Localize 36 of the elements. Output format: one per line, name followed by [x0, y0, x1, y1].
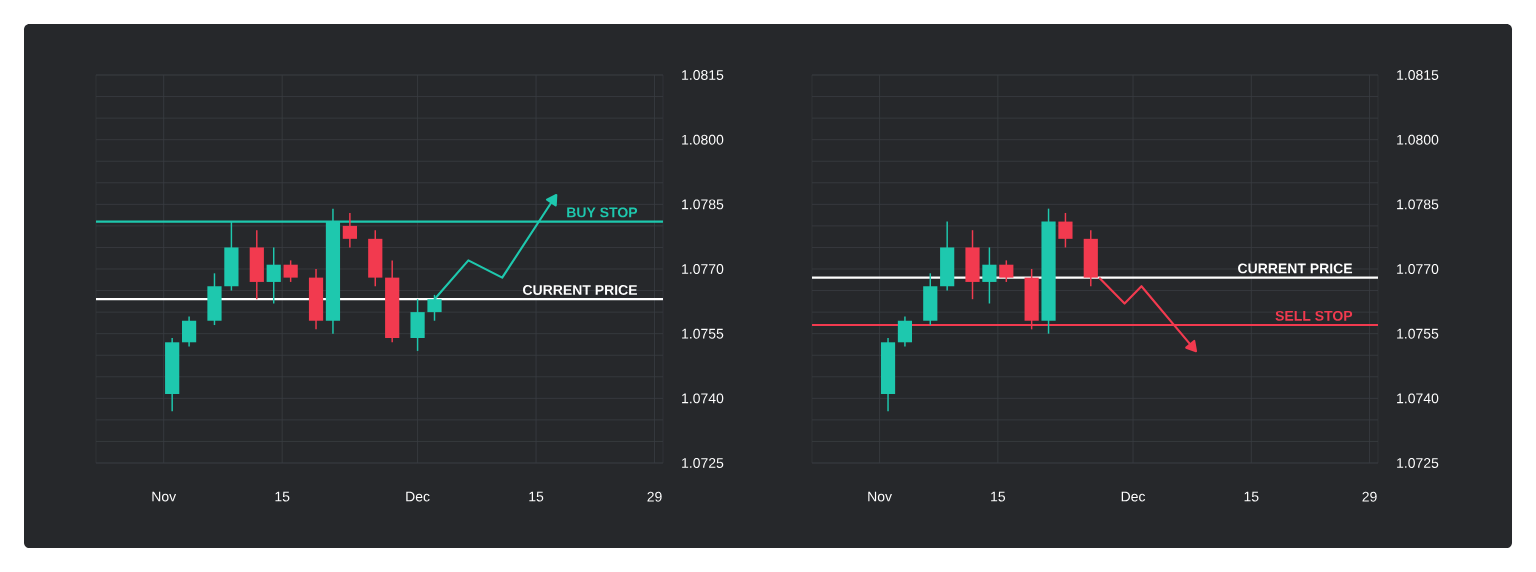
candlestick — [342, 212, 357, 249]
candlestick — [982, 246, 997, 305]
x-tick-label: Dec — [1121, 491, 1146, 502]
y-tick-label: 1.0800 — [682, 134, 724, 145]
candlestick — [283, 259, 298, 283]
y-tick-label: 1.0725 — [682, 458, 724, 468]
candlestick — [181, 315, 197, 348]
y-tick-label: 1.0740 — [1397, 393, 1439, 404]
candlestick — [266, 246, 281, 305]
ref-line-label: CURRENT PRICE — [523, 285, 637, 295]
x-tick-label: 29 — [1362, 491, 1377, 502]
ref-line-label: SELL STOP — [1275, 310, 1353, 321]
candlestick — [999, 259, 1014, 283]
candlestick — [897, 315, 913, 348]
y-tick-label: 1.0770 — [682, 264, 724, 274]
y-tick-label: 1.0725 — [1397, 458, 1439, 468]
y-tick-label: 1.0785 — [682, 199, 724, 210]
y-tick-label: 1.0740 — [682, 393, 724, 404]
x-tick-label: Nov — [868, 491, 892, 502]
candlestick — [1058, 212, 1073, 249]
y-tick-label: 1.0755 — [1397, 328, 1439, 339]
y-tick-label: 1.0770 — [1397, 264, 1439, 274]
x-tick-label: 15 — [275, 491, 290, 502]
x-tick-label: 29 — [647, 491, 662, 502]
y-tick-label: 1.0815 — [682, 70, 724, 80]
x-tick-label: Dec — [406, 491, 430, 502]
x-tick-label: 15 — [529, 491, 544, 502]
y-tick-label: 1.0785 — [1397, 199, 1439, 210]
y-tick-label: 1.0815 — [1397, 70, 1439, 80]
ref-line-label: CURRENT PRICE — [1238, 263, 1353, 274]
x-tick-label: 15 — [991, 491, 1006, 502]
x-tick-label: 15 — [1244, 491, 1259, 502]
x-tick-label: Nov — [152, 491, 177, 502]
y-tick-label: 1.0755 — [682, 328, 724, 339]
ref-line-label: BUY STOP — [567, 207, 638, 218]
y-tick-label: 1.0800 — [1397, 134, 1439, 145]
